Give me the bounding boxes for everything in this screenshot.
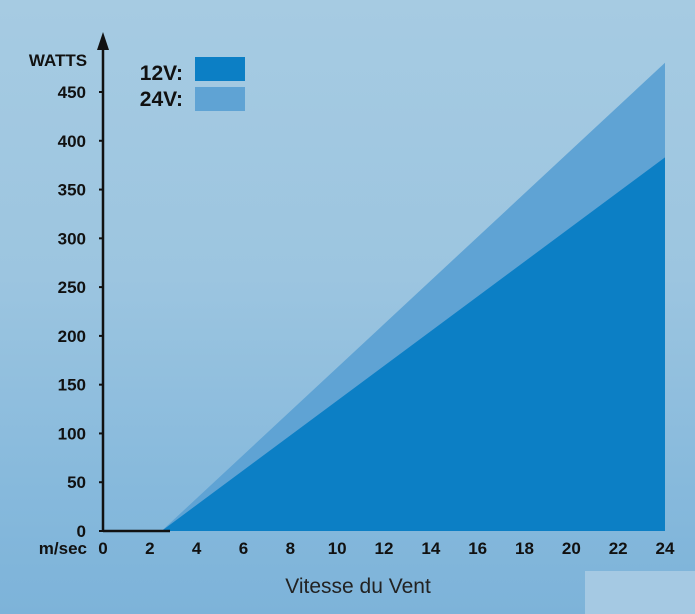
legend-label-24v: 24V:	[140, 88, 183, 111]
y-axis-arrow-icon	[97, 32, 109, 50]
y-tick-label: 0	[77, 522, 86, 541]
x-tick-label: 16	[468, 539, 487, 558]
x-tick-label: 18	[515, 539, 534, 558]
x-tick-labels: 0 2 4 6 8 10 12 14 16 18 20 22 24	[98, 539, 675, 558]
corner-patch	[585, 571, 695, 614]
x-tick-label: 24	[656, 539, 675, 558]
x-tick-label: 14	[421, 539, 440, 558]
x-axis-label: Vitesse du Vent	[285, 575, 431, 598]
legend: 12V: 24V:	[140, 57, 245, 111]
legend-label-12v: 12V:	[140, 62, 183, 85]
x-tick-label: 20	[562, 539, 581, 558]
x-tick-label: 4	[192, 539, 202, 558]
x-unit-label: m/sec	[39, 539, 87, 558]
y-tick-label: 250	[58, 278, 86, 297]
y-tick-label: 400	[58, 132, 86, 151]
x-tick-label: 8	[286, 539, 295, 558]
legend-swatch-24v	[195, 87, 245, 111]
y-tick-label: 300	[58, 229, 86, 248]
legend-swatch-12v	[195, 57, 245, 81]
x-tick-label: 22	[609, 539, 628, 558]
x-tick-label: 6	[239, 539, 248, 558]
y-tick-label: 50	[67, 473, 86, 492]
y-tick-labels: 0 50 100 150 200 250 300 350 400 450	[58, 83, 103, 541]
area-12v	[103, 157, 665, 531]
y-tick-label: 450	[58, 83, 86, 102]
x-tick-label: 0	[98, 539, 107, 558]
y-tick-label: 100	[58, 424, 86, 443]
y-axis-label: WATTS	[29, 51, 87, 70]
x-tick-label: 12	[375, 539, 394, 558]
x-tick-label: 10	[328, 539, 347, 558]
y-tick-label: 150	[58, 376, 86, 395]
series-areas	[103, 62, 665, 531]
x-tick-label: 2	[145, 539, 154, 558]
y-tick-label: 350	[58, 181, 86, 200]
y-tick-label: 200	[58, 327, 86, 346]
